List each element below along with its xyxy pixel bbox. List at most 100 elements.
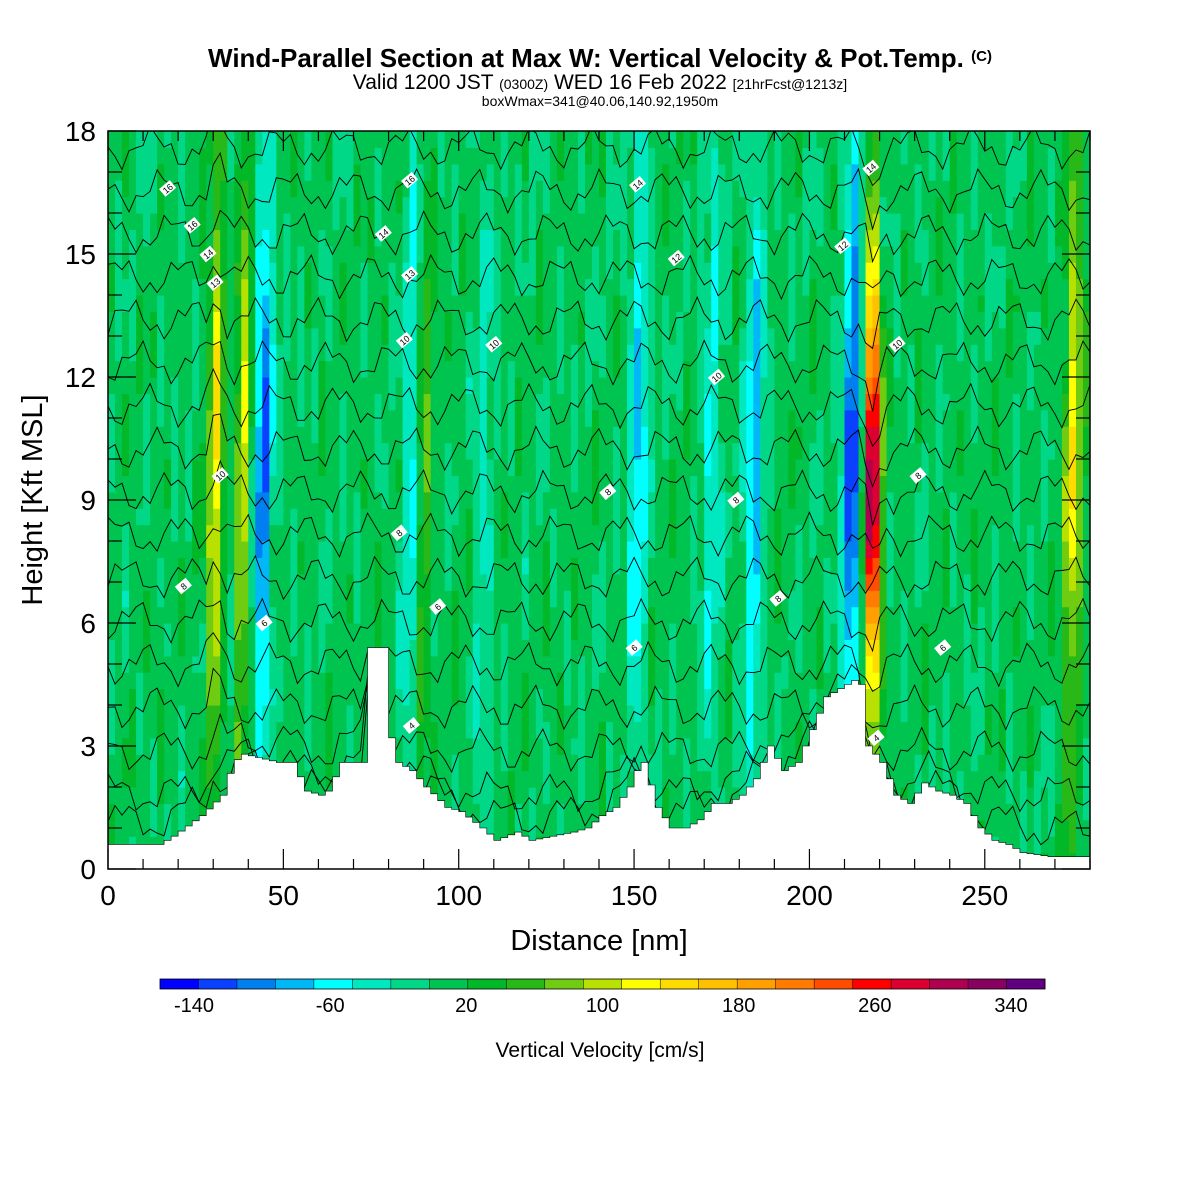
heat-cell [879, 409, 888, 427]
heat-cell [662, 393, 670, 411]
heat-cell [150, 262, 158, 280]
heat-cell [620, 557, 628, 575]
heat-cell [591, 180, 600, 198]
heat-cell [542, 409, 551, 427]
heat-cell [136, 491, 144, 509]
heat-cell [283, 196, 291, 214]
heat-cell [795, 295, 804, 312]
heat-cell [402, 393, 411, 411]
heat-cell [234, 573, 242, 591]
heat-cell [577, 229, 586, 247]
heat-cell [767, 229, 775, 247]
heat-cell [500, 426, 509, 444]
heat-cell [577, 508, 586, 526]
heat-cell [458, 573, 467, 591]
heat-cell [690, 524, 698, 542]
heat-cell [234, 262, 242, 280]
heat-cell [185, 131, 193, 148]
heat-cell [823, 229, 832, 247]
heat-cell [458, 163, 467, 181]
heat-cell [858, 524, 867, 542]
heat-cell [430, 377, 439, 394]
heat-cell [760, 459, 768, 476]
heat-cell [634, 508, 642, 526]
heat-cell [262, 295, 270, 312]
heat-cell [451, 688, 460, 706]
heat-cell [816, 327, 825, 345]
heat-cell [676, 491, 684, 509]
heat-cell [444, 180, 453, 198]
heat-cell [648, 278, 656, 296]
heat-cell [346, 606, 355, 624]
heat-cell [108, 377, 116, 394]
heat-cell [739, 623, 747, 640]
heat-cell [129, 360, 137, 378]
heat-cell [676, 295, 684, 312]
heat-cell [367, 196, 376, 214]
heat-cell [879, 278, 888, 296]
heat-cell [290, 541, 298, 558]
heat-cell [241, 245, 249, 263]
heat-cell [816, 557, 825, 575]
heat-cell [641, 393, 649, 411]
heat-cell [479, 196, 488, 214]
heat-cell [283, 245, 291, 263]
heat-cell [164, 787, 172, 804]
heat-cell [711, 491, 719, 509]
heat-cell [143, 590, 151, 608]
heat-cell [255, 147, 263, 165]
heat-cell [669, 442, 677, 460]
heat-cell [634, 262, 642, 280]
heat-cell [423, 426, 432, 444]
heat-cell [185, 590, 193, 608]
heat-cell [500, 557, 509, 575]
heat-cell [563, 360, 572, 378]
heat-cell [577, 803, 586, 821]
heat-cell [465, 623, 474, 640]
heat-cell [185, 524, 193, 542]
heat-cell [297, 295, 305, 312]
heat-cell [627, 606, 635, 624]
heat-cell [809, 327, 818, 345]
heat-cell [732, 327, 740, 345]
heat-cell [591, 311, 600, 329]
heat-cell [556, 147, 565, 165]
heat-cell [150, 245, 158, 263]
heat-cell [662, 688, 670, 706]
heat-cell [241, 508, 249, 526]
heat-cell [683, 311, 691, 329]
heat-cell [213, 672, 221, 690]
heat-cell [690, 721, 698, 739]
heat-cell [318, 524, 327, 542]
heat-cell [641, 131, 649, 148]
heat-cell [830, 541, 839, 558]
heat-cell [332, 557, 341, 575]
heat-cell [255, 213, 263, 230]
heat-cell [634, 327, 642, 345]
heat-cell [802, 623, 811, 640]
heat-cell [584, 541, 593, 558]
heat-cell [472, 147, 481, 165]
heat-cell [108, 180, 116, 198]
heat-cell [746, 688, 754, 706]
heat-cell [150, 508, 158, 526]
heat-cell [620, 295, 628, 312]
heat-cell [851, 262, 860, 280]
heat-cell [276, 147, 284, 165]
heat-cell [115, 754, 123, 772]
heat-cell [409, 623, 418, 640]
heat-cell [570, 278, 579, 296]
heat-cell [725, 672, 733, 690]
heat-cell [136, 262, 144, 280]
heat-cell [339, 360, 348, 378]
heat-cell [606, 606, 614, 624]
heat-cell [837, 360, 846, 378]
heat-cell [136, 245, 144, 263]
heat-cell [648, 360, 656, 378]
heat-cell [493, 541, 502, 558]
heat-cell [304, 524, 313, 542]
heat-cell [690, 360, 698, 378]
heat-cell [444, 705, 453, 722]
heat-cell [395, 344, 404, 362]
heat-cell [423, 606, 432, 624]
